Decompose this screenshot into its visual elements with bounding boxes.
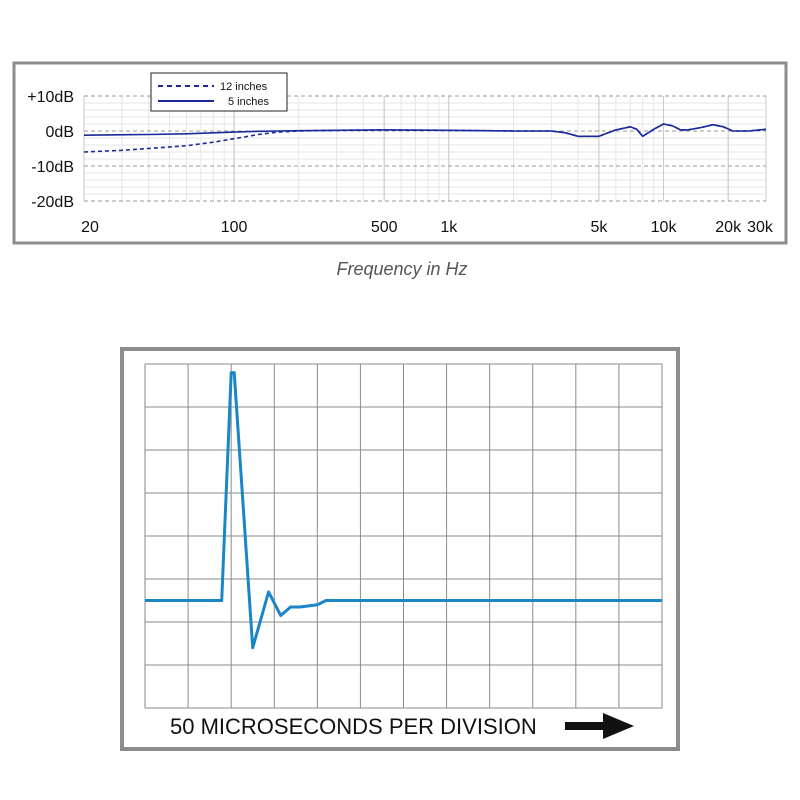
- legend-label-series-1: 12 inches: [220, 81, 268, 93]
- frequency-chart-y-ticks: +10dB 0dB -10dB -20dB: [27, 89, 74, 211]
- x-tick-label: 1k: [440, 219, 458, 236]
- frequency-chart-legend: 12 inches 5 inches: [150, 72, 288, 112]
- x-tick-label: 10k: [651, 219, 678, 236]
- y-tick-label: +10dB: [27, 89, 74, 106]
- x-tick-label: 30k: [747, 219, 774, 236]
- impulse-response-chart: 50 MICROSECONDS PER DIVISION: [120, 347, 680, 751]
- frequency-chart-x-ticks: 20 100 500 1k 5k 10k 20k 30k: [81, 219, 774, 236]
- frequency-chart-series: [83, 123, 767, 153]
- frequency-series-line-2: [83, 123, 767, 138]
- time-axis-label: 50 MICROSECONDS PER DIVISION: [170, 714, 537, 739]
- impulse-chart-frame: [120, 347, 680, 751]
- y-tick-label: -20dB: [31, 194, 74, 211]
- legend-label-series-2: 5 inches: [228, 96, 269, 108]
- frequency-axis-label: Frequency in Hz: [336, 259, 467, 279]
- impulse-chart-series: [145, 371, 662, 650]
- x-tick-label: 500: [371, 219, 398, 236]
- x-tick-label: 20: [81, 219, 99, 236]
- legend-box: [150, 72, 288, 112]
- x-tick-label: 5k: [590, 219, 608, 236]
- x-tick-label: 20k: [715, 219, 742, 236]
- y-tick-label: 0dB: [46, 124, 74, 141]
- impulse-series-line: [145, 371, 662, 650]
- frequency-response-chart: +10dB 0dB -10dB -20dB 20 100 500 1k 5k 10k 20k 30k…: [12, 61, 788, 245]
- frequency-chart-frame: [12, 61, 788, 245]
- impulse-chart-grid: [144, 363, 663, 709]
- x-tick-label: 100: [221, 219, 248, 236]
- y-tick-label: -10dB: [31, 159, 74, 176]
- arrow-right-icon: [565, 713, 634, 739]
